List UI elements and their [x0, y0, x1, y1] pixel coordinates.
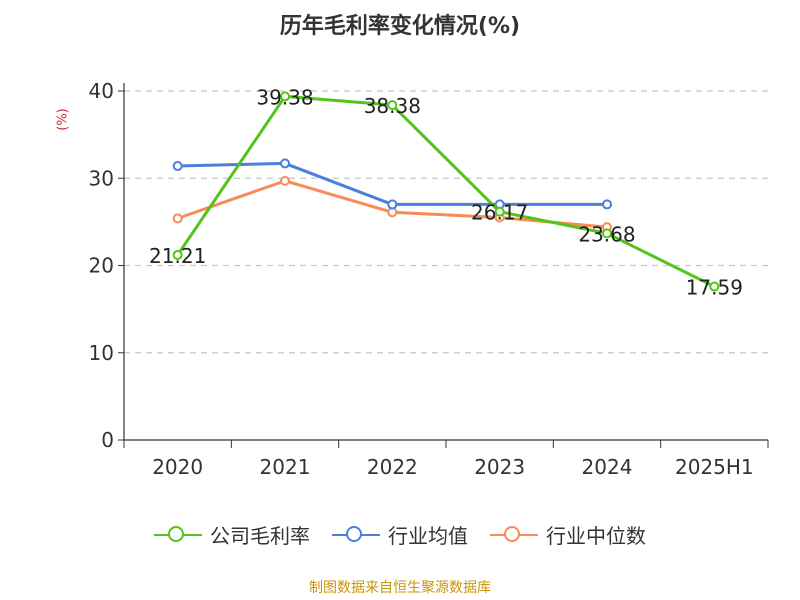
- data-point: [387, 100, 398, 111]
- data-label: 38.38: [364, 94, 421, 118]
- legend-marker-company: [154, 525, 202, 545]
- series-line: [176, 94, 715, 288]
- legend-item-company[interactable]: 公司毛利率: [154, 520, 310, 549]
- x-tick-label: 2020: [152, 455, 203, 479]
- data-point: [494, 206, 505, 217]
- x-tick-label: 2022: [367, 455, 418, 479]
- data-point: [387, 199, 398, 210]
- series-line: [177, 161, 607, 206]
- chart-title: 历年毛利率变化情况(%): [279, 14, 521, 39]
- x-tick-label: 2021: [260, 455, 311, 479]
- data-point: [280, 175, 290, 186]
- legend-item-industry-mean[interactable]: 行业均值: [332, 520, 468, 549]
- data-label: 17.59: [686, 276, 743, 300]
- data-label: 26.17: [471, 201, 528, 225]
- data-label: 39.38: [256, 85, 313, 109]
- data-point: [172, 161, 183, 172]
- y-tick-label: 40: [89, 79, 114, 103]
- data-point: [172, 213, 183, 224]
- data-point: [387, 207, 398, 218]
- data-label: 21.21: [149, 244, 206, 268]
- legend-item-industry-median[interactable]: 行业中位数: [490, 520, 646, 549]
- source-note: 制图数据来自恒生聚源数据库: [309, 580, 491, 596]
- legend-marker-industry-mean: [332, 525, 380, 545]
- y-tick-label: 30: [89, 166, 114, 190]
- legend-label-industry-median: 行业中位数: [546, 524, 646, 548]
- x-tick-label: 2024: [582, 455, 633, 479]
- data-point: [602, 228, 612, 239]
- data-point: [602, 199, 612, 210]
- legend-label-industry-mean: 行业均值: [388, 524, 468, 548]
- y-tick-label: 20: [89, 254, 114, 278]
- data-point: [280, 158, 290, 169]
- x-tick-label: 2023: [474, 455, 525, 479]
- data-point: [709, 281, 720, 292]
- legend-marker-industry-median: [490, 525, 538, 545]
- legend-label-company: 公司毛利率: [210, 524, 310, 548]
- data-point: [280, 91, 290, 102]
- legend: 公司毛利率 行业均值 行业中位数: [0, 520, 800, 549]
- x-tick-label: 2025H1: [675, 455, 754, 479]
- y-tick-label: 10: [89, 341, 114, 365]
- data-point: [172, 249, 183, 260]
- data-label: 23.68: [578, 222, 635, 246]
- y-tick-label: 0: [101, 428, 114, 452]
